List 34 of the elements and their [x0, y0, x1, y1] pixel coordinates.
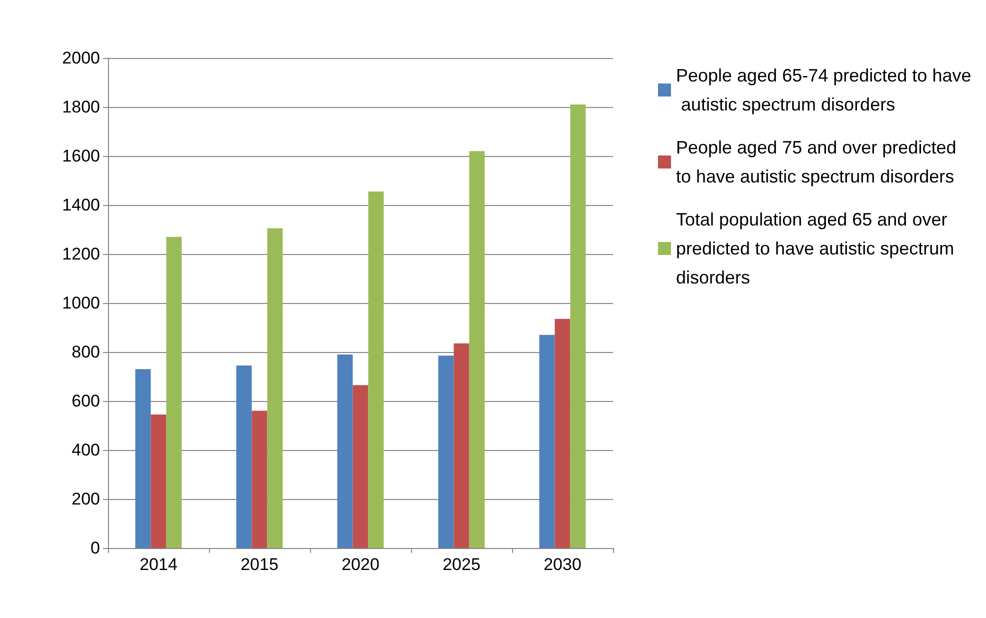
- legend-label: Total population aged 65 and over predicted to have autistic spectrum disorders: [676, 210, 960, 288]
- y-tick-label: 200: [72, 490, 100, 508]
- x-tick-label: 2030: [544, 555, 582, 574]
- bar: [554, 318, 570, 548]
- bar: [135, 369, 151, 548]
- y-tick-label: 1200: [62, 244, 100, 264]
- bar: [352, 385, 368, 548]
- x-tick-label: 2025: [442, 555, 480, 574]
- y-tick-label: 1600: [62, 146, 100, 166]
- x-tick-label: 2014: [140, 555, 178, 574]
- bar: [454, 343, 470, 548]
- bar: [337, 354, 353, 548]
- bar: [267, 228, 283, 548]
- y-tick-label: 1400: [62, 196, 100, 214]
- legend-label: People aged 65-74 predicted to have autistic spectrum disorders: [676, 66, 972, 114]
- y-tick-label: 2000: [62, 48, 100, 68]
- y-tick-label: 600: [72, 392, 100, 410]
- y-tick-label: 0: [90, 538, 100, 558]
- y-tick-label: 1800: [62, 98, 100, 116]
- bar: [539, 334, 555, 548]
- bar: [236, 365, 252, 548]
- bar: [570, 104, 586, 548]
- bar: [150, 414, 166, 548]
- bar: [438, 356, 454, 548]
- x-tick-label: 2020: [342, 555, 380, 574]
- bar: [252, 410, 268, 548]
- bar: [469, 151, 485, 548]
- legend-label: People aged 75 and over predicted to have autistic spectrum disorders: [676, 138, 962, 186]
- y-tick-label: 1000: [62, 294, 100, 312]
- bar: [368, 192, 384, 548]
- bar: [166, 236, 182, 548]
- y-tick-label: 800: [72, 342, 100, 362]
- y-tick-label: 400: [72, 440, 100, 460]
- x-tick-label: 2015: [240, 555, 278, 574]
